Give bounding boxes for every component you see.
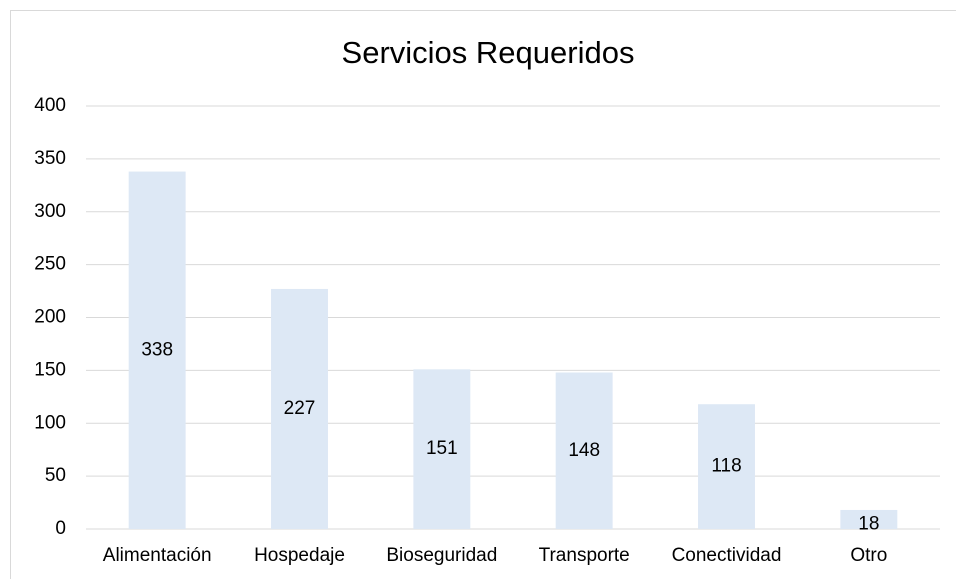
x-tick-label: Otro: [850, 545, 887, 566]
y-tick-label: 250: [34, 254, 66, 275]
bar: [698, 404, 755, 529]
y-tick-label: 200: [34, 307, 66, 328]
data-label: 118: [711, 456, 741, 477]
x-tick-label: Alimentación: [103, 545, 212, 566]
bar: [128, 171, 186, 529]
data-label: 151: [426, 438, 458, 459]
data-label: 227: [284, 398, 316, 419]
y-tick-label: 50: [45, 465, 66, 486]
data-label: 18: [858, 513, 879, 534]
y-tick-label: 400: [34, 95, 66, 116]
y-tick-label: 150: [34, 359, 66, 380]
data-label: 338: [141, 339, 173, 360]
bar: [413, 369, 471, 529]
chart-border: [10, 10, 956, 579]
x-tick-label: Bioseguridad: [386, 545, 497, 566]
x-tick-label: Transporte: [539, 545, 630, 566]
chart-title: Servicios Requeridos: [342, 35, 635, 70]
bar: [840, 509, 898, 529]
y-tick-label: 0: [55, 518, 66, 539]
y-tick-label: 100: [34, 412, 66, 433]
x-tick-label: Hospedaje: [254, 545, 345, 566]
y-tick-label: 350: [34, 148, 66, 169]
bar: [271, 288, 328, 529]
data-label: 148: [568, 440, 600, 461]
bar: [555, 372, 613, 529]
y-tick-label: 300: [34, 201, 66, 222]
x-tick-label: Conectividad: [672, 545, 782, 566]
